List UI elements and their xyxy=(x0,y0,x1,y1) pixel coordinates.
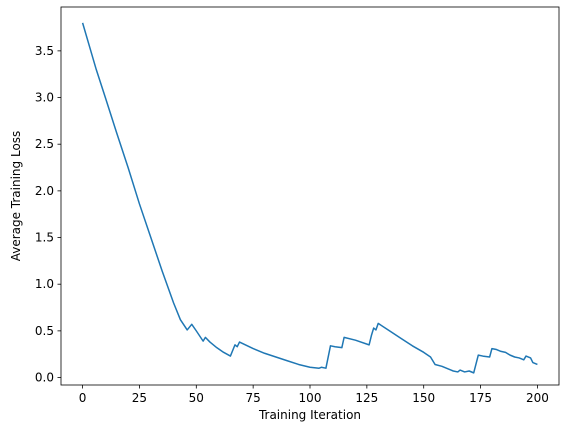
x-tick-label: 175 xyxy=(469,391,492,405)
y-tick-label: 0.0 xyxy=(35,371,54,385)
x-tick-label: 25 xyxy=(132,391,147,405)
y-tick-label: 3.0 xyxy=(35,91,54,105)
plot-area xyxy=(61,7,559,385)
y-tick-label: 1.5 xyxy=(35,231,54,245)
y-axis-label: Average Training Loss xyxy=(9,131,23,262)
x-axis-ticks: 0 25 50 75 100 125 150 175 200 xyxy=(79,385,549,405)
y-tick-label: 1.0 xyxy=(35,277,54,291)
x-tick-label: 0 xyxy=(79,391,87,405)
x-tick-label: 125 xyxy=(355,391,378,405)
series-layer xyxy=(81,22,538,374)
x-tick-label: 75 xyxy=(246,391,261,405)
x-tick-label: 100 xyxy=(299,391,322,405)
y-tick-label: 3.5 xyxy=(35,44,54,58)
series-line xyxy=(81,22,538,374)
x-tick-label: 150 xyxy=(412,391,435,405)
y-tick-label: 0.5 xyxy=(35,324,54,338)
x-tick-label: 200 xyxy=(526,391,549,405)
x-axis-label: Training Iteration xyxy=(258,408,361,422)
y-tick-label: 2.0 xyxy=(35,184,54,198)
x-tick-label: 50 xyxy=(189,391,204,405)
y-axis-ticks: 0.0 0.5 1.0 1.5 2.0 2.5 3.0 3.5 xyxy=(35,44,61,385)
y-tick-label: 2.5 xyxy=(35,137,54,151)
